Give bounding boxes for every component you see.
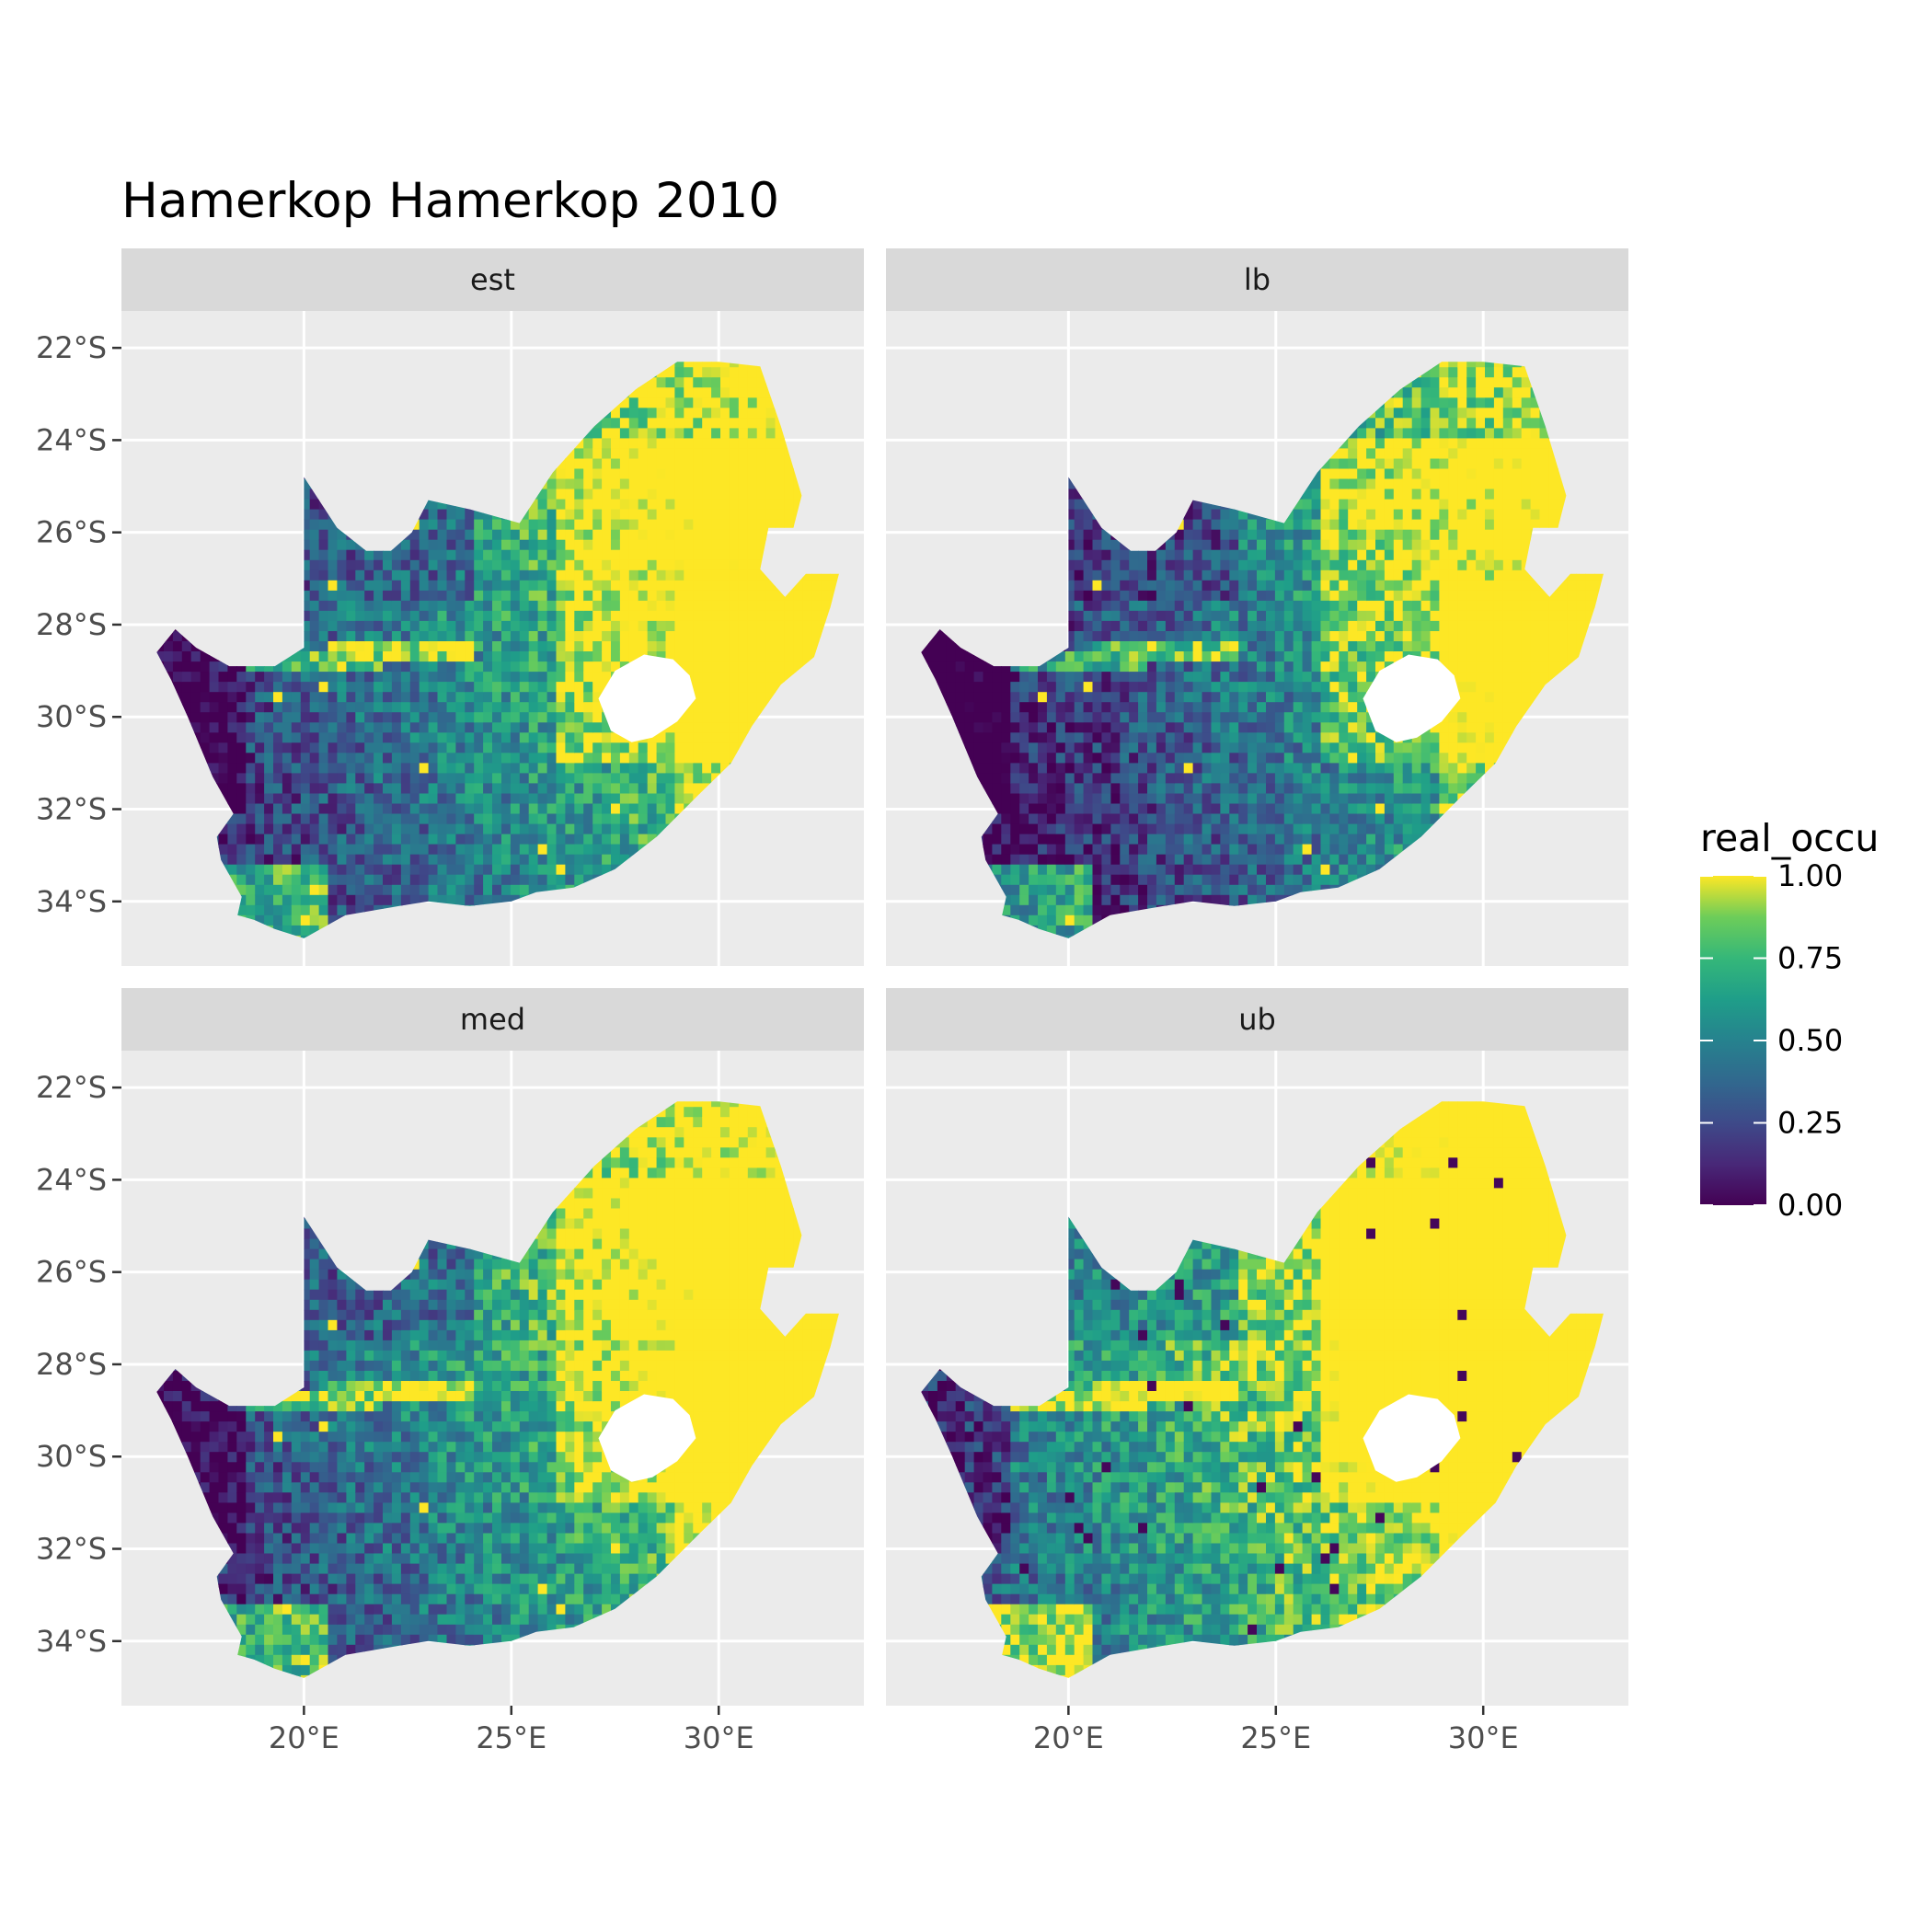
facet-label-lb: lb [1244,262,1271,297]
legend-title: real_occu [1700,816,1879,860]
facet-label-med: med [460,1002,525,1037]
y-tick-label: 32°S [36,792,107,827]
legend: real_occu 0.00 0.25 0.50 0.75 1.00 [1700,816,1879,1223]
legend-break-label: 0.75 [1777,941,1843,976]
y-tick-label: 34°S [36,884,107,919]
x-tick-label: 20°E [269,1720,339,1755]
y-tick-label: 22°S [36,1070,107,1105]
y-tick-label: 32°S [36,1532,107,1567]
legend-break-label: 1.00 [1777,858,1843,893]
facet-panel-med: med [121,988,864,1706]
y-tick-label: 34°S [36,1624,107,1659]
y-tick-label: 24°S [36,1162,107,1197]
axes: 22°S 24°S 26°S 28°S 30°S 32°S 34°S 22°S 24°S 26°S… [36,330,1519,1755]
y-tick-label: 28°S [36,607,107,642]
no-data-region [1363,1394,1461,1482]
legend-ticks: 0.00 0.25 0.50 0.75 1.00 [1700,858,1843,1223]
x-tick-label: 25°E [1240,1720,1311,1755]
facet-label-est: est [470,262,515,297]
y-tick-label: 24°S [36,422,107,457]
y-tick-label: 30°S [36,699,107,734]
y-tick-label: 22°S [36,330,107,365]
facet-strip-ub [886,988,1628,1051]
y-tick-label: 28°S [36,1347,107,1382]
facet-panels: est lb med ub [121,248,1628,1706]
legend-break-label: 0.00 [1777,1188,1843,1223]
chart-title: Hamerkop Hamerkop 2010 [121,173,779,229]
no-data-region [598,654,696,742]
x-tick-label: 20°E [1033,1720,1104,1755]
legend-break-label: 0.25 [1777,1106,1843,1141]
no-data-region [1363,654,1461,742]
facet-panel-est: est [121,248,864,966]
x-tick-label: 30°E [684,1720,754,1755]
no-data-region [598,1394,696,1482]
legend-break-label: 0.50 [1777,1023,1843,1058]
x-tick-label: 30°E [1448,1720,1519,1755]
y-tick-label: 26°S [36,1255,107,1290]
facet-panel-ub: ub [886,988,1628,1706]
facet-strip-med [121,988,864,1051]
facet-panel-lb: lb [886,248,1628,966]
facet-strip-est [121,248,864,311]
facet-strip-lb [886,248,1628,311]
facet-label-ub: ub [1238,1002,1276,1037]
x-tick-label: 25°E [476,1720,546,1755]
y-tick-label: 30°S [36,1439,107,1474]
y-tick-label: 26°S [36,515,107,550]
